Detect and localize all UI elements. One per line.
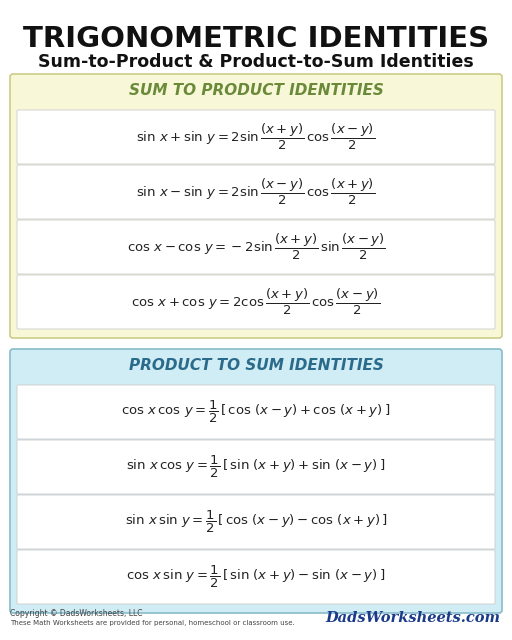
FancyBboxPatch shape (17, 495, 495, 549)
FancyBboxPatch shape (10, 74, 502, 338)
Text: These Math Worksheets are provided for personal, homeschool or classroom use.: These Math Worksheets are provided for p… (10, 620, 295, 626)
FancyBboxPatch shape (17, 550, 495, 604)
Text: $\sin\,x\,\sin\,y = \dfrac{1}{2}\,[\,\cos\,(x - y) - \cos\,(x + y)\,]$: $\sin\,x\,\sin\,y = \dfrac{1}{2}\,[\,\co… (125, 509, 387, 535)
FancyBboxPatch shape (17, 385, 495, 439)
FancyBboxPatch shape (17, 165, 495, 219)
Text: $\sin\,x\,\cos\,y = \dfrac{1}{2}\,[\,\sin\,(x + y) + \sin\,(x - y)\,]$: $\sin\,x\,\cos\,y = \dfrac{1}{2}\,[\,\si… (126, 454, 386, 480)
FancyBboxPatch shape (17, 220, 495, 274)
Text: $\cos\,x\,\sin\,y = \dfrac{1}{2}\,[\,\sin\,(x + y) - \sin\,(x - y)\,]$: $\cos\,x\,\sin\,y = \dfrac{1}{2}\,[\,\si… (126, 564, 386, 590)
Text: Copyright © DadsWorksheets, LLC: Copyright © DadsWorksheets, LLC (10, 609, 142, 618)
Text: $\sin\,x + \sin\,y = 2\sin\dfrac{(x + y)}{2}\,\cos\dfrac{(x - y)}{2}$: $\sin\,x + \sin\,y = 2\sin\dfrac{(x + y)… (136, 122, 376, 152)
Text: $\cos\,x - \cos\,y = -2\sin\dfrac{(x + y)}{2}\,\sin\dfrac{(x - y)}{2}$: $\cos\,x - \cos\,y = -2\sin\dfrac{(x + y… (126, 232, 386, 262)
Text: Sum-to-Product & Product-to-Sum Identities: Sum-to-Product & Product-to-Sum Identiti… (38, 53, 474, 71)
Text: TRIGONOMETRIC IDENTITIES: TRIGONOMETRIC IDENTITIES (23, 25, 489, 53)
Text: $\cos\,x\,\cos\,y = \dfrac{1}{2}\,[\,\cos\,(x - y) + \cos\,(x + y)\,]$: $\cos\,x\,\cos\,y = \dfrac{1}{2}\,[\,\co… (121, 399, 391, 425)
FancyBboxPatch shape (10, 349, 502, 613)
Text: $\sin\,x - \sin\,y = 2\sin\dfrac{(x - y)}{2}\,\cos\dfrac{(x + y)}{2}$: $\sin\,x - \sin\,y = 2\sin\dfrac{(x - y)… (136, 177, 376, 207)
FancyBboxPatch shape (17, 110, 495, 164)
FancyBboxPatch shape (17, 440, 495, 494)
FancyBboxPatch shape (17, 275, 495, 329)
Text: SUM TO PRODUCT IDENTITIES: SUM TO PRODUCT IDENTITIES (129, 83, 383, 98)
Text: PRODUCT TO SUM IDENTITIES: PRODUCT TO SUM IDENTITIES (129, 358, 383, 373)
Text: $\cos\,x + \cos\,y = 2\cos\dfrac{(x + y)}{2}\,\cos\dfrac{(x - y)}{2}$: $\cos\,x + \cos\,y = 2\cos\dfrac{(x + y)… (132, 287, 380, 317)
Text: DadsWorksheets.com: DadsWorksheets.com (325, 611, 500, 625)
